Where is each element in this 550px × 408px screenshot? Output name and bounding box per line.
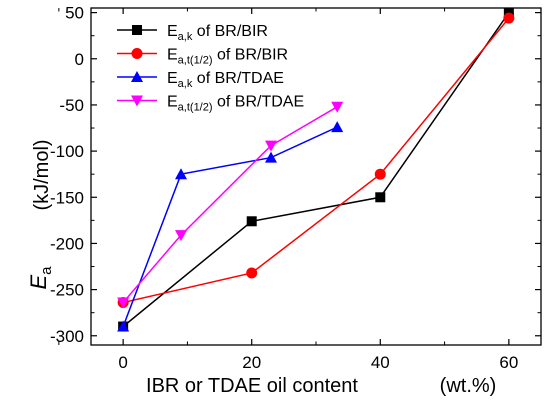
legend-entry: Ea,k of BR/BIR [117,23,268,43]
data-point [246,267,258,279]
y-tick-label: -250 [50,281,84,300]
legend-label-sub: a,t(1/2) [178,55,213,67]
legend-marker [131,71,143,82]
x-tick-label: 0 [118,353,127,372]
data-point [331,121,344,133]
legend-label-main: E [167,94,178,111]
y-tick-label: -100 [50,142,84,161]
series-line [122,126,338,327]
legend-entry: Ea,t(1/2) of BR/TDAE [117,94,304,114]
x-tick-label: 60 [499,353,518,372]
legend-label-rest: of BR/BIR [192,23,268,40]
y-tick-label: 50 [65,4,84,23]
series-line [122,12,510,328]
data-point [503,12,515,24]
data-point [175,230,187,242]
y-tick-label: 0 [75,50,84,69]
x-axis-label-unit: (wt.%) [440,375,497,397]
series-line [122,17,510,304]
legend-entry: Ea,k of BR/TDAE [117,70,284,90]
legend-entry: Ea,t(1/2) of BR/BIR [117,47,288,67]
legend-label-rest: of BR/TDAE [192,70,284,87]
data-point [175,168,187,180]
y-axis-label-unit: (kJ/mol) [31,139,53,210]
data-point [375,192,386,203]
legend-marker [132,25,142,35]
y-axis-symbol: Ea [26,266,55,290]
x-tick-label: 40 [371,353,390,372]
legend-label-rest: of BR/BIR [213,47,289,64]
legend-label: Ea,t(1/2) of BR/TDAE [167,94,304,114]
x-tick-labels: 0 20 40 60 [118,353,518,372]
legend-label-sub: a,k [178,78,193,90]
x-tick-label: 20 [242,353,261,372]
legend-label: Ea,t(1/2) of BR/BIR [167,47,288,67]
data-point [117,320,130,332]
data-point [331,101,344,113]
legend-label: Ea,k of BR/BIR [167,23,268,43]
svg-text:Ea: Ea [26,266,55,290]
svg-text:(kJ/mol): (kJ/mol) [31,139,53,210]
legend-label-main: E [167,70,178,87]
data-point [265,140,277,152]
data-point [374,168,386,180]
legend-marker [131,95,143,107]
series-line [122,106,338,304]
legend-marker [131,48,143,59]
legend-label: Ea,k of BR/TDAE [167,70,284,90]
legend-label-sub: a,k [178,31,193,43]
y-tick-label: -200 [50,234,84,253]
series-layer [117,7,515,332]
legend-label-rest: of BR/TDAE [213,94,305,111]
series-4 [117,101,344,309]
y-tick-label: -300 [50,327,84,346]
y-tick-labels: -300 -250 -200 -150 -100 -50 0 50 [50,4,84,346]
y-tick-label: -50 [59,96,84,115]
legend-label-main: E [167,23,178,40]
tick-marks [58,8,541,345]
series-3 [117,121,344,332]
y-tick-label: -150 [50,188,84,207]
data-point [265,151,277,163]
data-point [117,297,130,309]
legend-label-sub: a,t(1/2) [178,102,213,114]
plot-frame [90,7,542,346]
x-axis-label: IBR or TDAE oil content [146,375,358,397]
y-axis-symbol-sub: a [38,266,55,275]
y-axis-label: (kJ/mol) [31,139,53,210]
y-axis-symbol-main: E [26,275,51,290]
data-point [246,216,257,227]
data-point [503,7,514,18]
legend-label-main: E [167,47,178,64]
